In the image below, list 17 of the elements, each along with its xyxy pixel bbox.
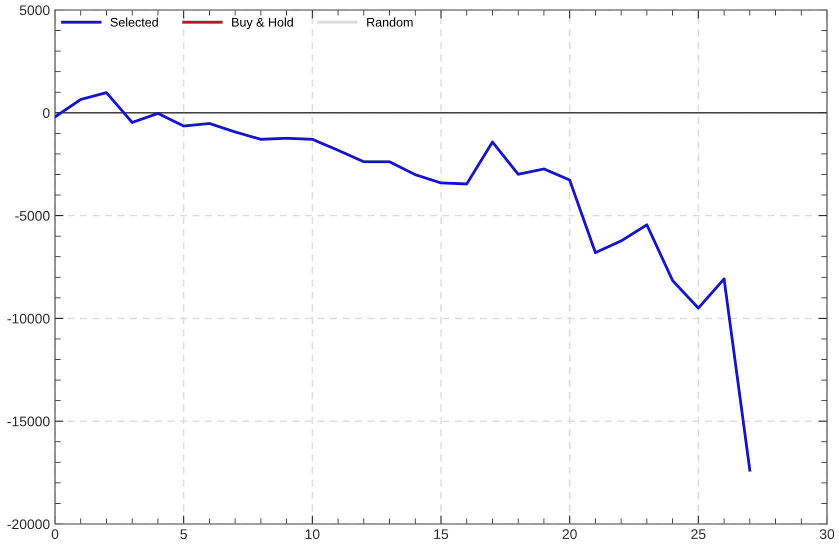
x-tick-label: 0 xyxy=(52,529,58,540)
x-tick-label: 10 xyxy=(306,529,320,540)
legend-label: Random xyxy=(367,18,413,27)
y-tick-label: 0 xyxy=(42,108,50,118)
y-tick-label: 5000 xyxy=(20,5,50,16)
y-tick-label: -5000 xyxy=(15,210,50,221)
y-tick-label: -10000 xyxy=(8,314,50,324)
x-tick-label: 5 xyxy=(180,529,187,540)
x-tick-label: 15 xyxy=(434,529,448,540)
legend-label: Selected xyxy=(110,18,158,27)
x-tick-label: 30 xyxy=(820,529,834,540)
y-tick-label: -15000 xyxy=(8,416,50,426)
y-tick-label: -20000 xyxy=(8,519,50,530)
legend-label: Buy & Hold xyxy=(232,18,293,30)
x-tick-label: 20 xyxy=(562,529,577,540)
line-series xyxy=(55,91,752,472)
x-tick-label: 25 xyxy=(691,529,706,540)
